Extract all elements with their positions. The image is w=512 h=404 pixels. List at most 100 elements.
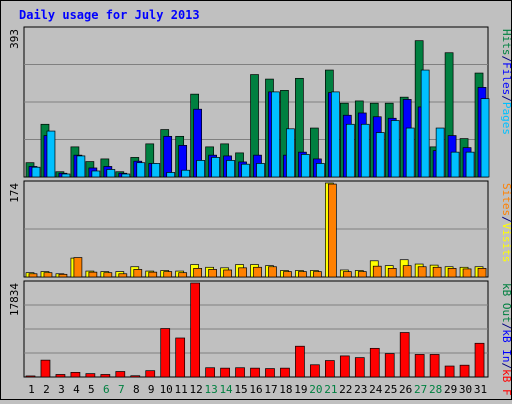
bar-kb-f-day-24 xyxy=(369,347,380,378)
x-tick-label-day-25: 25 xyxy=(384,383,397,396)
bar-sites-day-13 xyxy=(208,269,217,278)
x-tick-label-day-24: 24 xyxy=(369,383,383,396)
panel-1-legend-part: / xyxy=(500,95,512,102)
bar-kb-f-day-14 xyxy=(220,367,230,378)
x-tick-label-day-27: 27 xyxy=(414,383,427,396)
bar-kb-f-day-25 xyxy=(384,353,395,378)
bar-pages-day-13 xyxy=(211,157,220,178)
x-tick-label-day-6: 6 xyxy=(103,383,110,396)
bar-sites-day-4 xyxy=(73,257,83,278)
bar-pages-day-16 xyxy=(256,163,265,178)
bar-pages-day-23 xyxy=(360,123,370,178)
bar-kb-f-day-10 xyxy=(160,328,171,378)
bar-pages-day-6 xyxy=(106,169,116,178)
bar-pages-day-12 xyxy=(196,160,205,178)
bar-kb-f-day-16 xyxy=(250,367,260,378)
bar-sites-day-15 xyxy=(238,267,247,278)
bar-sites-day-7 xyxy=(118,273,128,278)
panel-1-legend: Hits/Files/Pages xyxy=(500,29,512,135)
bar-sites-day-2 xyxy=(43,272,53,278)
x-tick-label-day-29: 29 xyxy=(444,383,457,396)
panel-2-legend-part: Sites xyxy=(500,183,512,216)
x-tick-label-day-20: 20 xyxy=(309,383,322,396)
bar-sites-day-22 xyxy=(342,271,352,278)
bar-pages-day-10 xyxy=(166,172,176,178)
bar-pages-day-8 xyxy=(136,162,146,178)
bar-sites-day-12 xyxy=(193,268,202,278)
bar-pages-day-29 xyxy=(450,151,460,178)
bar-pages-day-26 xyxy=(405,127,415,178)
bar-pages-day-18 xyxy=(286,128,295,178)
x-tick-label-day-19: 19 xyxy=(294,383,307,396)
x-tick-label-day-18: 18 xyxy=(279,383,292,396)
bar-sites-day-24 xyxy=(372,265,382,278)
bar-pages-day-5 xyxy=(91,170,101,178)
x-tick-label-day-22: 22 xyxy=(339,383,352,396)
bar-sites-day-3 xyxy=(58,273,68,278)
x-tick-label-day-5: 5 xyxy=(88,383,95,396)
bar-pages-day-15 xyxy=(241,163,250,178)
bar-kb-f-day-31 xyxy=(474,342,485,378)
bar-sites-day-21 xyxy=(328,183,337,278)
bar-sites-day-20 xyxy=(313,271,322,278)
x-tick-label-day-23: 23 xyxy=(354,383,367,396)
chart-title: Daily usage for July 2013 xyxy=(19,8,200,22)
bar-kb-f-day-18 xyxy=(280,367,290,378)
bar-kb-f-day-11 xyxy=(175,337,186,378)
bar-kb-f-day-29 xyxy=(444,365,455,378)
panel-1-legend-part: Hits xyxy=(500,29,512,56)
panel-2-legend: Sites/Visits xyxy=(500,183,512,263)
bar-sites-day-10 xyxy=(163,271,173,278)
bar-sites-day-27 xyxy=(417,266,427,278)
x-tick-label-day-16: 16 xyxy=(249,383,262,396)
x-tick-label-day-8: 8 xyxy=(133,383,140,396)
bar-kb-f-day-23 xyxy=(354,357,365,378)
bar-sites-day-8 xyxy=(133,269,143,278)
bar-kb-f-day-15 xyxy=(235,367,245,378)
bar-kb-f-day-28 xyxy=(429,354,440,378)
x-tick-label-day-31: 31 xyxy=(474,383,487,396)
x-tick-label-day-12: 12 xyxy=(190,383,203,396)
x-tick-label-day-4: 4 xyxy=(73,383,80,396)
bar-kb-f-day-20 xyxy=(310,364,320,378)
x-tick-label-day-11: 11 xyxy=(175,383,188,396)
x-tick-label-day-2: 2 xyxy=(43,383,50,396)
panel-2-legend-part: / xyxy=(500,216,512,223)
bar-pages-day-17 xyxy=(271,91,280,178)
bar-kb-f-day-12 xyxy=(190,282,200,378)
bar-kb-f-day-5 xyxy=(85,373,96,378)
bar-sites-day-5 xyxy=(88,271,98,278)
bar-pages-day-19 xyxy=(301,154,310,178)
x-tick-label-day-7: 7 xyxy=(118,383,125,396)
bar-pages-day-1 xyxy=(31,166,41,178)
bar-kb-f-day-1 xyxy=(25,375,36,378)
bar-sites-day-29 xyxy=(447,268,457,278)
bar-kb-f-day-4 xyxy=(70,372,81,378)
bar-sites-day-9 xyxy=(148,271,158,278)
bar-kb-f-day-22 xyxy=(339,355,350,378)
panel-3-max-label: 17834 xyxy=(8,283,21,316)
panel-3-legend-part: kB Out xyxy=(500,283,512,323)
bar-sites-day-28 xyxy=(432,266,442,278)
bar-sites-day-16 xyxy=(253,266,262,278)
x-tick-label-day-21: 21 xyxy=(324,383,337,396)
panel-1-legend-part: Pages xyxy=(500,102,512,135)
bar-kb-f-day-17 xyxy=(265,368,275,378)
bar-sites-day-18 xyxy=(283,271,292,278)
bar-pages-day-31 xyxy=(480,98,490,178)
bar-pages-day-27 xyxy=(420,69,430,178)
bar-files-day-10 xyxy=(163,135,173,178)
bar-kb-f-day-8 xyxy=(130,375,141,378)
x-tick-label-day-3: 3 xyxy=(58,383,65,396)
bar-kb-f-day-9 xyxy=(145,370,156,378)
bar-kb-f-day-6 xyxy=(100,374,111,378)
bar-kb-f-day-13 xyxy=(205,367,215,378)
bar-pages-day-30 xyxy=(465,151,475,178)
panel-3-legend-part: / xyxy=(500,323,512,330)
bar-pages-day-2 xyxy=(46,130,56,178)
x-tick-label-day-14: 14 xyxy=(219,383,233,396)
bar-pages-day-3 xyxy=(61,173,71,178)
bar-pages-day-9 xyxy=(151,163,161,178)
bar-pages-day-4 xyxy=(76,155,86,178)
